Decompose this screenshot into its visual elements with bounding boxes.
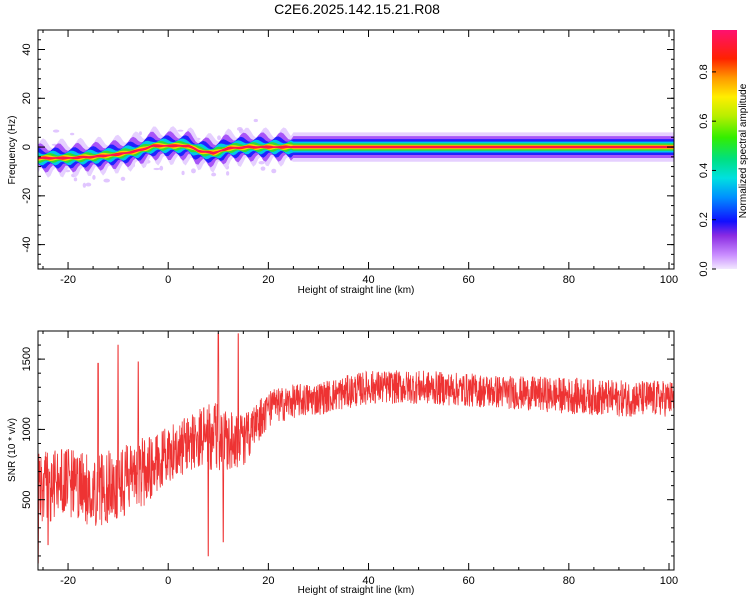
snr-x-tick-label: 40: [362, 575, 374, 587]
spectrogram-speckle: [82, 182, 87, 188]
snr-panel: -20 0 20 40 60 80 100 500 1000 1500 Height of str…: [7, 330, 678, 596]
spectrogram-x-tick-label: 20: [262, 274, 274, 286]
colorbar-tick-label: 0.0: [698, 261, 710, 276]
snr-y-axis-label: SNR (10 * v/v): [7, 418, 18, 482]
spectrogram-speckle: [153, 167, 161, 171]
snr-x-tick-label: 20: [262, 575, 274, 587]
spectrogram-y-tick-label: 20: [21, 92, 33, 104]
spectrogram-speckle: [69, 132, 75, 136]
spectrogram-speckle: [103, 178, 110, 183]
spectrogram-x-tick-label: 0: [165, 274, 171, 286]
spectrogram-speckle: [52, 129, 60, 133]
spectrogram-band: [38, 144, 674, 160]
spectrogram-speckle: [177, 129, 184, 132]
snr-y-tick-label: 1000: [21, 417, 33, 441]
spectrogram-frame: [37, 29, 675, 270]
spectrogram-speckle: [73, 177, 78, 182]
colorbar-tick-label: 0.2: [698, 212, 710, 227]
snr-y-tick-label: 1500: [21, 347, 33, 371]
spectrogram-speckle: [159, 165, 164, 171]
spectrogram-x-axis-label: Height of straight line (km): [298, 285, 415, 296]
spectrogram-speckle: [85, 182, 92, 187]
snr-series-line: [38, 333, 674, 564]
spectrogram-speckle: [191, 168, 196, 174]
colorbar-tick-label: 0.8: [698, 64, 710, 79]
spectrogram-y-tick-label: -20: [21, 188, 33, 204]
spectrogram-speckle: [258, 161, 265, 165]
spectrogram-x-tick-label: 80: [563, 274, 575, 286]
spectrogram-x-tick-label: 40: [362, 274, 374, 286]
spectrogram-speckle: [138, 131, 142, 136]
spectrogram-x-tick-label: 100: [660, 274, 678, 286]
snr-x-axis-label: Height of straight line (km): [298, 585, 415, 596]
snr-x-tick-label: 80: [563, 575, 575, 587]
spectrogram-speckle: [271, 168, 277, 174]
spectrogram-speckle: [181, 170, 185, 176]
spectrogram-ridge-line: [38, 145, 674, 159]
colorbar-gradient: [712, 30, 737, 269]
spectrogram-speckle: [253, 118, 258, 123]
spectrogram-speckle: [260, 166, 266, 171]
snr-x-tick-label: -20: [60, 575, 76, 587]
spectrogram-panel: -20 0 20 40 60 80 100 -40 -20 0 20 40 Height of str…: [7, 29, 678, 296]
colorbar-tick-label: 0.6: [698, 114, 710, 129]
spectrogram-y-axis-label: Frequency (Hz): [7, 116, 18, 185]
snr-x-tick-label: 100: [660, 575, 678, 587]
snr-y-tick-label: 500: [21, 491, 33, 509]
spectrogram-speckle: [226, 171, 230, 176]
figure-title: C2E6.2025.142.15.21.R08: [274, 1, 440, 17]
spectrogram-speckle: [217, 135, 221, 141]
spectrogram-speckle: [120, 176, 126, 181]
spectrogram-y-tick-label: -40: [21, 237, 33, 253]
snr-x-tick-label: 60: [463, 575, 475, 587]
snr-plot-area: [38, 333, 674, 564]
snr-ticks: -20 0 20 40 60 80 100 500 1000 1500: [21, 330, 678, 587]
colorbar-ticks: 0.0 0.2 0.4 0.6 0.8: [698, 64, 716, 277]
spectrogram-speckle: [92, 175, 96, 180]
colorbar: 0.0 0.2 0.4 0.6 0.8 Normalized spectral ampl…: [698, 30, 749, 277]
snr-frame: [37, 330, 675, 571]
snr-x-tick-label: 0: [165, 575, 171, 587]
spectrogram-x-tick-label: -20: [60, 274, 76, 286]
spectrogram-ticks: -20 0 20 40 60 80 100 -40 -20 0 20 40: [21, 29, 678, 286]
spectrogram-y-tick-label: 40: [21, 43, 33, 55]
spectrogram-plot-area: [38, 118, 674, 188]
colorbar-tick-label: 0.4: [698, 163, 710, 178]
spectrogram-speckle: [211, 172, 217, 177]
colorbar-label: Normalized spectral amplitude: [738, 83, 749, 218]
spectrogram-x-tick-label: 60: [463, 274, 475, 286]
spectrogram-y-tick-label: 0: [21, 144, 33, 150]
